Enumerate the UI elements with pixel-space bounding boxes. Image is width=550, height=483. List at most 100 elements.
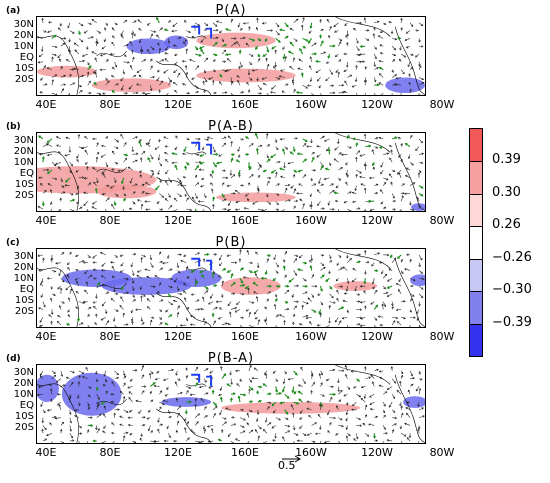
wind-vector [51, 56, 53, 62]
wind-vector [120, 30, 124, 36]
wind-vector-head [79, 84, 82, 88]
wind-vector-head [77, 133, 81, 137]
wind-vector [396, 390, 402, 395]
wind-vector-head [125, 153, 129, 157]
wind-vector-head [306, 400, 309, 404]
wind-vector-head [383, 287, 386, 290]
wind-vector [245, 193, 250, 197]
wind-vector [202, 296, 205, 302]
wind-vector-head [100, 401, 104, 405]
wind-vector [252, 69, 258, 71]
wind-vector [399, 46, 402, 51]
wind-vector-head [390, 181, 393, 184]
wind-vector [256, 17, 259, 23]
wind-vector-head [67, 297, 71, 300]
wind-vector-head [89, 274, 93, 278]
wind-vector [346, 435, 348, 442]
wind-vector [235, 309, 241, 313]
wind-vector-head [46, 140, 50, 144]
wind-vector-head [296, 284, 299, 288]
wind-vector [101, 317, 106, 321]
wind-vector-head [243, 207, 247, 210]
wind-vector-head [67, 25, 70, 29]
wind-vector [247, 440, 250, 443]
wind-vector [409, 259, 412, 263]
wind-vector-head [418, 372, 421, 375]
wind-vector-head [400, 258, 403, 262]
wind-vector [266, 401, 271, 404]
wind-vector [123, 69, 125, 75]
wind-vector-head [79, 432, 83, 435]
wind-vector-head [153, 285, 156, 288]
wind-vector-head [409, 310, 412, 313]
wind-vector-head [68, 150, 72, 153]
wind-vector [186, 208, 192, 211]
wind-vector [164, 58, 169, 63]
wind-vector-head [186, 421, 189, 424]
wind-vector-head [408, 81, 411, 85]
wind-vector [37, 206, 44, 210]
wind-vector [266, 181, 270, 186]
longitude-label: 160W [295, 214, 327, 227]
wind-vector-head [346, 256, 349, 259]
wind-vector-head [144, 200, 147, 203]
wind-vector [47, 183, 53, 186]
wind-vector-head [297, 169, 301, 173]
wind-vector-head [53, 34, 57, 38]
wind-vector-head [378, 67, 382, 70]
wind-vector [51, 45, 58, 48]
wind-vector-head [138, 40, 142, 44]
wind-vector [383, 391, 387, 395]
wind-vector-head [266, 156, 269, 159]
wind-vector-head [65, 59, 69, 62]
wind-vector-head [387, 279, 390, 282]
wind-vector-head [402, 71, 405, 75]
wind-vector-head [64, 154, 67, 157]
wind-vector [212, 146, 216, 153]
wind-vector [111, 42, 115, 47]
wind-vector [84, 270, 88, 274]
wind-vector-head [122, 187, 125, 190]
wind-vector [50, 201, 53, 205]
wind-vector [356, 316, 362, 319]
wind-vector [382, 303, 384, 310]
wind-vector [137, 270, 142, 273]
wind-vector-head [262, 383, 266, 386]
wind-vector-head [389, 157, 392, 160]
wind-vector [409, 277, 416, 281]
wind-vector-head [121, 287, 124, 291]
wind-vector [418, 254, 423, 261]
wind-vector-head [393, 48, 396, 51]
wind-vector [96, 394, 100, 400]
wind-vector-head [265, 57, 268, 60]
wind-vector-head [150, 157, 154, 160]
wind-vector-head [69, 170, 72, 174]
wind-vector-head [231, 80, 234, 84]
wind-vector [239, 316, 244, 319]
wind-vector [50, 298, 53, 302]
wind-vector-head [353, 438, 356, 441]
panel-title: P(A-B) [208, 119, 254, 134]
wind-vector [173, 300, 178, 302]
wind-vector-head [206, 138, 210, 141]
wind-vector [114, 83, 119, 86]
wind-vector-head [182, 152, 185, 156]
wind-vector-head [123, 193, 127, 196]
wind-vector-head [196, 86, 199, 89]
wind-vector-head [232, 281, 236, 285]
wind-vector-head [378, 384, 382, 388]
wind-vector-head [126, 277, 129, 281]
wind-vector [103, 413, 106, 418]
wind-vector-head [262, 210, 264, 211]
wind-vector-head [38, 54, 42, 58]
wind-vector-head [323, 177, 327, 181]
wind-vector-head [95, 388, 99, 392]
wind-vector-head [119, 415, 122, 419]
wind-vector [302, 143, 307, 147]
wind-vector [373, 324, 376, 327]
wind-vector [400, 183, 405, 186]
wind-vector-head [185, 318, 189, 322]
wind-vector-head [140, 295, 143, 298]
wind-vector-head [267, 144, 271, 147]
wind-vector [141, 204, 143, 210]
